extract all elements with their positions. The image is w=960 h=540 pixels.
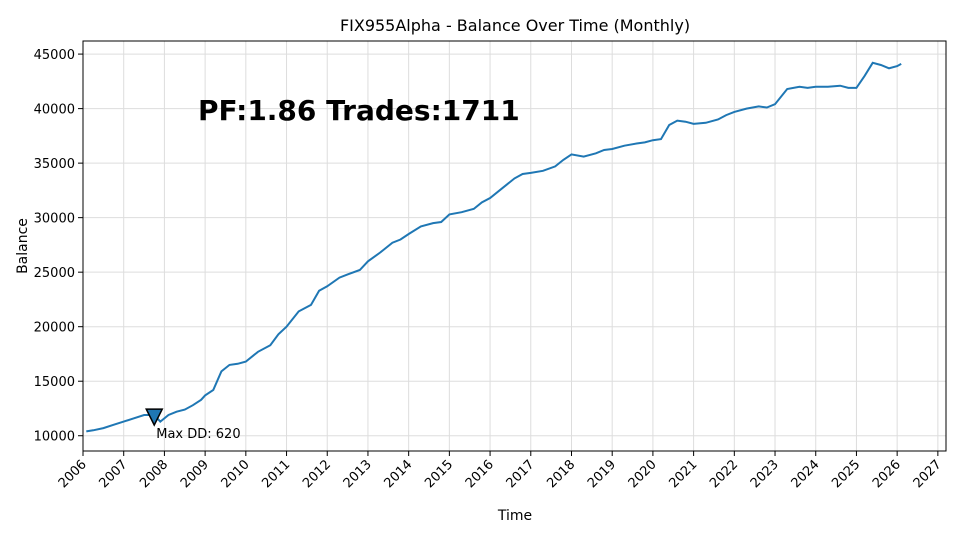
x-axis-label: Time — [497, 508, 532, 524]
max-drawdown-label: Max DD: 620 — [156, 427, 240, 442]
plot-frame — [82, 40, 947, 452]
y-tick-label: 15000 — [34, 375, 75, 390]
balance-series-line — [86, 61, 902, 433]
x-tick-label: 2010 — [219, 457, 253, 491]
x-tick-label: 2016 — [463, 457, 497, 491]
x-tick-label: 2023 — [748, 457, 782, 491]
y-tick-label: 20000 — [34, 321, 75, 336]
y-tick-label: 45000 — [34, 48, 75, 63]
x-tick-label: 2014 — [381, 457, 415, 491]
x-tick-label: 2006 — [56, 457, 90, 491]
x-tick-label: 2007 — [97, 457, 131, 491]
chart-title: FIX955Alpha - Balance Over Time (Monthly… — [340, 16, 690, 35]
x-tick-label: 2022 — [707, 457, 741, 491]
max-drawdown-marker — [145, 408, 164, 427]
x-tick-label: 2019 — [585, 457, 619, 491]
y-tick-label: 30000 — [34, 212, 75, 227]
x-tick-label: 2021 — [666, 457, 700, 491]
y-tick-label: 35000 — [34, 157, 75, 172]
x-tick-label: 2017 — [504, 457, 538, 491]
x-tick-label: 2025 — [829, 457, 863, 491]
x-tick-label: 2024 — [789, 457, 823, 491]
x-tick-label: 2013 — [341, 457, 375, 491]
x-tick-label: 2027 — [911, 457, 945, 491]
y-tick-label: 40000 — [34, 103, 75, 118]
y-tick-label: 10000 — [34, 430, 75, 445]
x-tick-label: 2008 — [137, 457, 171, 491]
y-axis-label: Balance — [15, 218, 31, 274]
x-tick-label: 2020 — [626, 457, 660, 491]
x-tick-label: 2018 — [544, 457, 578, 491]
x-tick-label: 2009 — [178, 457, 212, 491]
x-tick-label: 2011 — [259, 457, 293, 491]
x-tick-label: 2015 — [422, 457, 456, 491]
y-tick-label: 25000 — [34, 266, 75, 281]
x-tick-label: 2026 — [870, 457, 904, 491]
x-tick-label: 2012 — [300, 457, 334, 491]
grid — [82, 41, 946, 451]
stats-annotation: PF:1.86 Trades:1711 — [198, 94, 520, 127]
